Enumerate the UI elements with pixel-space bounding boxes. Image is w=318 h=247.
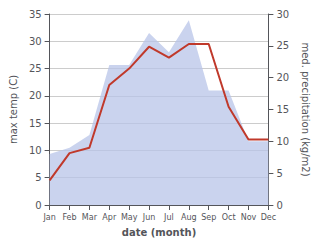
svg-text:Jan: Jan — [42, 213, 55, 222]
svg-text:max temp (C): max temp (C) — [8, 75, 19, 144]
svg-text:30: 30 — [29, 36, 42, 47]
svg-text:15: 15 — [276, 104, 289, 115]
svg-text:20: 20 — [276, 72, 289, 83]
svg-text:Apr: Apr — [102, 213, 117, 222]
svg-text:15: 15 — [29, 118, 42, 129]
svg-text:0: 0 — [35, 200, 41, 211]
svg-text:30: 30 — [276, 9, 289, 20]
svg-text:Feb: Feb — [62, 213, 76, 222]
svg-text:Jun: Jun — [142, 213, 156, 222]
svg-text:5: 5 — [276, 168, 282, 179]
svg-text:35: 35 — [29, 9, 42, 20]
svg-text:25: 25 — [29, 63, 42, 74]
svg-text:Aug: Aug — [181, 213, 197, 222]
svg-text:Sep: Sep — [201, 213, 216, 222]
svg-text:5: 5 — [35, 172, 41, 183]
svg-text:Oct: Oct — [222, 213, 236, 222]
svg-text:Nov: Nov — [241, 213, 257, 222]
svg-text:20: 20 — [29, 90, 42, 101]
svg-text:Dec: Dec — [261, 213, 276, 222]
svg-text:med. precipitation (kg/m2): med. precipitation (kg/m2) — [300, 42, 311, 176]
svg-text:25: 25 — [276, 40, 289, 51]
svg-text:May: May — [121, 213, 138, 222]
svg-text:date (month): date (month) — [122, 227, 196, 238]
svg-text:Jul: Jul — [163, 213, 174, 222]
svg-text:0: 0 — [276, 200, 282, 211]
svg-text:10: 10 — [29, 145, 42, 156]
svg-text:Mar: Mar — [82, 213, 98, 222]
svg-text:10: 10 — [276, 136, 289, 147]
